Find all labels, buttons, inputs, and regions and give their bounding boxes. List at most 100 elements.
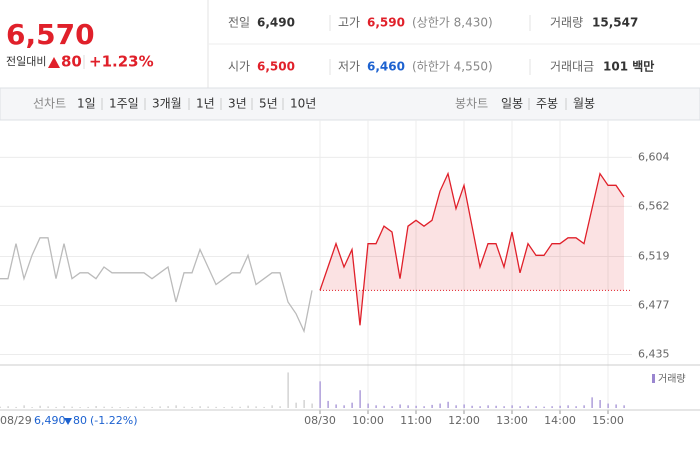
volume-bar [391, 406, 393, 408]
volume-bar [439, 403, 441, 408]
volume-bar [511, 405, 513, 408]
stat-label: 거래량 [550, 16, 583, 30]
volume-bar [119, 407, 121, 408]
y-tick-label: 6,435 [638, 348, 670, 361]
tab[interactable]: 3년 [228, 97, 247, 111]
volume-bar [183, 406, 185, 408]
volume-bar [63, 406, 65, 408]
tab[interactable]: 일봉 [501, 97, 523, 111]
y-tick-label: 6,604 [638, 150, 670, 163]
volume-bar [87, 406, 89, 408]
volume-bar [407, 405, 409, 408]
volume-bar [567, 405, 569, 408]
tab[interactable]: 1일 [77, 97, 96, 111]
volume-bar [95, 406, 97, 408]
volume-bar [599, 400, 601, 408]
volume-bar [487, 405, 489, 408]
price-chart: 6,604 6,562 6,519 6,477 6,435 08/30 10:00 11:00… [0, 120, 670, 427]
volume-bar [279, 406, 281, 408]
volume-bar [479, 406, 481, 408]
volume-bar [375, 405, 377, 408]
volume-bar [367, 403, 369, 408]
legend-label: 거래량 [658, 373, 686, 385]
volume-bar [543, 406, 545, 408]
volume-bar [423, 406, 425, 408]
volume-bar [39, 405, 41, 408]
volume-bar [519, 406, 521, 408]
volume-bar [7, 406, 9, 408]
up-arrow [48, 57, 60, 68]
volume-bar [551, 406, 553, 408]
price-line [0, 237, 313, 334]
volume-bar [255, 406, 257, 408]
tab[interactable]: 1주일 [109, 97, 139, 111]
tab[interactable]: 1년 [196, 97, 215, 111]
volume-bar [607, 403, 609, 408]
tab-group-label: 선차트 [33, 97, 66, 111]
volume-bar [207, 406, 209, 408]
x-tick-label: 13:00 [496, 414, 528, 427]
tab-group-label: 봉차트 [455, 97, 488, 111]
volume-bar [311, 403, 313, 408]
volume-bar [23, 405, 25, 408]
volume-bar [559, 405, 561, 408]
volume-bar [383, 405, 385, 408]
tab[interactable]: 주봉 [536, 97, 558, 111]
down-arrow [64, 418, 72, 425]
stat-note: (상한가 8,430) [412, 16, 493, 30]
volume-bar [135, 406, 137, 408]
volume-bar [143, 406, 145, 408]
stat-label: 전일 [228, 16, 250, 30]
volume-bar [399, 404, 401, 408]
stat-value: 6,590 [367, 16, 405, 30]
volume-bar [127, 407, 129, 408]
tab[interactable]: 10년 [290, 97, 316, 111]
area-fill [320, 173, 624, 326]
stat-value: 6,500 [257, 60, 295, 74]
volume-bar [503, 406, 505, 408]
volume-bar [111, 406, 113, 408]
volume-bar [79, 407, 81, 408]
tab[interactable]: 월봉 [573, 97, 595, 111]
volume-bar [247, 405, 249, 408]
stat-note: (하한가 4,550) [412, 60, 493, 74]
change: 80 [61, 53, 82, 71]
volume-bar [0, 406, 1, 408]
volume-bar [583, 405, 585, 408]
change-pct: +1.23% [89, 53, 154, 71]
stat-label: 시가 [228, 60, 250, 74]
volume-bar [159, 406, 161, 408]
x-tick-label: 12:00 [448, 414, 480, 427]
volume-bar [463, 404, 465, 408]
volume-bar [575, 406, 577, 408]
volume-bar [591, 397, 593, 408]
volume-bar [431, 404, 433, 408]
tab[interactable]: 5년 [259, 97, 278, 111]
volume-bar [271, 405, 273, 408]
volume-bar [15, 406, 17, 408]
volume-bar [71, 406, 73, 408]
stat-value: 15,547 [592, 16, 638, 30]
volume-bar [447, 401, 449, 408]
volume-bar [351, 402, 353, 408]
x-tick-label: 14:00 [544, 414, 576, 427]
volume-bar [55, 406, 57, 408]
volume-bar [175, 405, 177, 408]
y-tick-label: 6,562 [638, 199, 670, 212]
x-tick-label: 08/30 [304, 414, 336, 427]
stat-value: 6,460 [367, 60, 405, 74]
volume-bar [151, 406, 153, 408]
stat-label: 저가 [338, 60, 360, 74]
x-tick-label: 10:00 [352, 414, 384, 427]
volume-bar [47, 406, 49, 408]
volume-bar [335, 404, 337, 408]
volume-bar [495, 405, 497, 408]
volume-bar [327, 400, 329, 408]
price-line [319, 171, 625, 326]
tab[interactable]: 3개월 [152, 97, 182, 111]
volume-bar [471, 405, 473, 408]
y-tick-label: 6,519 [638, 250, 670, 263]
prev-change: 80 [73, 414, 87, 427]
